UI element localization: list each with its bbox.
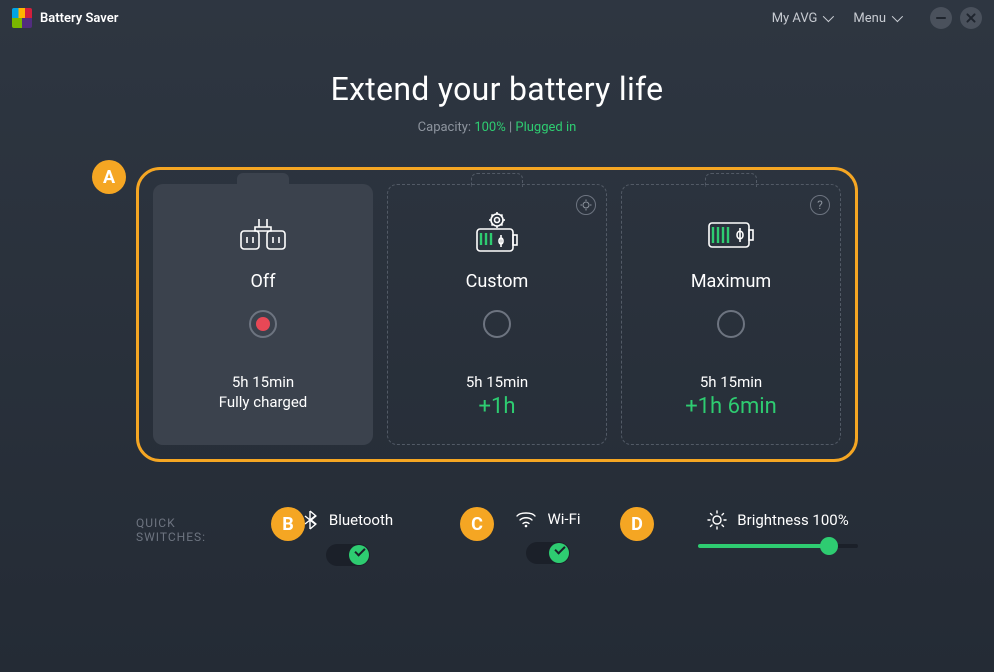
capacity-status: Capacity: 100% | Plugged in [0, 120, 994, 135]
profile-time: 5h 15minFully charged [168, 372, 358, 413]
profile-icon [168, 211, 358, 257]
wifi-label: Wi-Fi [547, 510, 580, 528]
menu-label: Menu [853, 11, 886, 26]
help-icon[interactable]: ? [810, 195, 830, 215]
wifi-icon [515, 510, 537, 528]
profile-radio[interactable] [249, 310, 277, 338]
profile-icon [636, 211, 826, 257]
bluetooth-label: Bluetooth [329, 511, 393, 529]
profile-selector: Off 5h 15minFully charged Custom 5h 15min+1… [136, 167, 858, 462]
hero: Extend your battery life Capacity: 100% … [0, 70, 994, 135]
settings-icon[interactable] [576, 195, 596, 215]
profile-radio[interactable] [483, 310, 511, 338]
profile-radio[interactable] [717, 310, 745, 338]
plug-status: Plugged in [515, 120, 576, 135]
profile-card-custom[interactable]: Custom 5h 15min+1h [387, 184, 607, 445]
profile-time: 5h 15min+1h 6min [636, 372, 826, 422]
avg-logo-icon [12, 8, 32, 28]
page-title: Extend your battery life [0, 70, 994, 108]
callout-badge-c: C [460, 507, 494, 541]
capacity-label: Capacity: [418, 120, 471, 135]
wifi-toggle[interactable] [526, 542, 570, 564]
brightness-control: Brightness 100% [678, 510, 878, 548]
profile-title: Off [168, 271, 358, 292]
minimize-button[interactable] [930, 7, 952, 29]
my-avg-menu[interactable]: My AVG [772, 11, 832, 26]
quick-switches-label: QUICK SWITCHES: [136, 510, 218, 544]
callout-badge-a: A [92, 160, 126, 194]
profile-title: Custom [402, 271, 592, 292]
main-menu[interactable]: Menu [853, 11, 900, 26]
app-title: Battery Saver [40, 11, 118, 26]
close-button[interactable] [960, 7, 982, 29]
callout-badge-d: D [620, 507, 654, 541]
wifi-switch: Wi-Fi [478, 510, 618, 564]
capacity-value: 100% [474, 120, 505, 135]
profile-icon [402, 211, 592, 257]
my-avg-label: My AVG [772, 11, 818, 26]
profile-time: 5h 15min+1h [402, 372, 592, 422]
brightness-icon [707, 510, 727, 530]
quick-switches: QUICK SWITCHES: Bluetooth Wi-Fi [116, 510, 878, 566]
callout-badge-b: B [271, 507, 305, 541]
brightness-label: Brightness 100% [737, 511, 848, 529]
profile-card-off[interactable]: Off 5h 15minFully charged [153, 184, 373, 445]
chevron-down-icon [892, 11, 903, 22]
chevron-down-icon [823, 11, 834, 22]
profile-title: Maximum [636, 271, 826, 292]
profile-card-maximum[interactable]: ? Maximum 5h 15min+1h 6min [621, 184, 841, 445]
brightness-slider[interactable] [698, 544, 858, 548]
bluetooth-icon [303, 510, 319, 530]
titlebar: Battery Saver My AVG Menu [0, 0, 994, 36]
bluetooth-toggle[interactable] [326, 544, 370, 566]
